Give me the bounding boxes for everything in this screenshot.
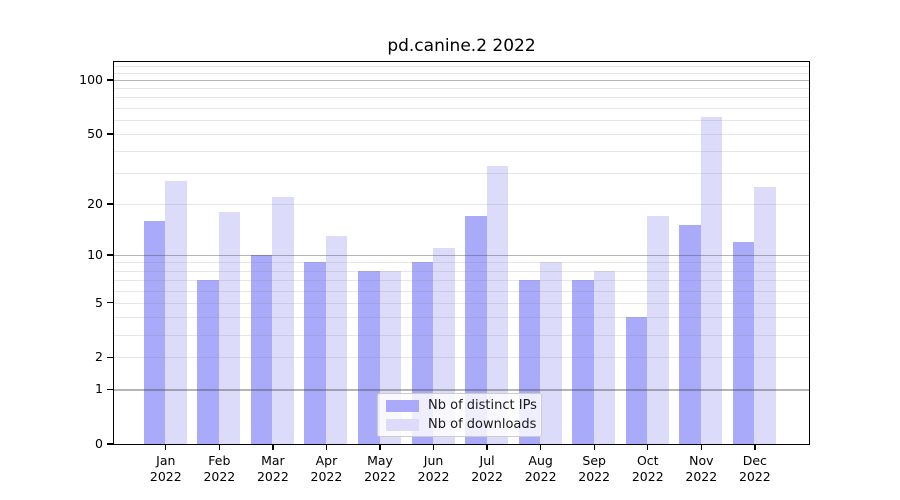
chart-title: pd.canine.2 2022 [387, 36, 536, 56]
y-tick-mark-2 [106, 356, 113, 359]
y-tick-mark-100 [106, 79, 113, 81]
y-tick-label-1: 1 [95, 381, 103, 397]
legend-row-distinct-ips: Nb of distinct IPs [386, 398, 537, 413]
bar-nov-downloads [700, 117, 723, 444]
x-tick-label-feb: Feb 2022 [203, 453, 236, 484]
bar-mar-downloads [272, 196, 294, 444]
bar-nov-distinct-ips [679, 225, 701, 444]
bar-jan-distinct-ips [143, 220, 166, 444]
bar-jul-distinct-ips [465, 216, 487, 444]
bar-dec-downloads [754, 187, 776, 444]
bar-oct-distinct-ips [625, 317, 648, 444]
x-tick-label-nov: Nov 2022 [685, 453, 718, 484]
bar-mar-distinct-ips [250, 254, 273, 444]
y-tick-label-5: 5 [95, 294, 103, 310]
x-tick-label-aug: Aug 2022 [524, 453, 557, 484]
gridline-minor-120 [113, 65, 810, 67]
y-tick-mark-20 [106, 203, 113, 205]
legend-label-distinct-ips: Nb of distinct IPs [428, 398, 537, 413]
x-tick-mark-nov [700, 444, 702, 450]
legend-swatch-distinct-ips [386, 399, 419, 412]
x-tick-mark-apr [325, 444, 328, 450]
gridline-minor-80 [113, 97, 810, 99]
bar-apr-distinct-ips [304, 262, 326, 444]
y-tick-mark-50 [106, 133, 113, 135]
bar-dec-distinct-ips [732, 241, 755, 444]
bar-jan-downloads [165, 181, 187, 444]
y-tick-label-100: 100 [79, 71, 103, 87]
legend: Nb of distinct IPs Nb of downloads [377, 393, 542, 437]
x-tick-label-jan: Jan 2022 [149, 453, 182, 484]
y-tick-label-0: 0 [95, 436, 103, 451]
y-tick-mark-1 [106, 388, 113, 391]
bar-feb-downloads [218, 211, 241, 444]
bar-apr-downloads [325, 235, 348, 444]
x-tick-mark-dec [754, 444, 756, 450]
x-tick-mark-jun [432, 444, 435, 450]
bar-sep-distinct-ips [572, 279, 594, 444]
bar-sep-downloads [593, 270, 616, 444]
x-tick-mark-mar [272, 444, 274, 450]
bar-feb-distinct-ips [197, 279, 219, 444]
x-tick-label-jun: Jun 2022 [417, 453, 450, 484]
bar-oct-downloads [647, 216, 669, 444]
x-tick-mark-sep [593, 444, 595, 450]
x-tick-mark-feb [218, 444, 221, 450]
x-tick-label-apr: Apr 2022 [310, 453, 343, 484]
x-tick-label-oct: Oct 2022 [631, 453, 664, 484]
x-tick-label-dec: Dec 2022 [738, 453, 771, 484]
y-tick-mark-10 [106, 254, 113, 256]
legend-row-downloads: Nb of downloads [386, 417, 537, 432]
y-tick-mark-0 [106, 443, 113, 445]
bar-may-distinct-ips [358, 270, 380, 444]
x-tick-mark-oct [647, 444, 649, 450]
bar-aug-downloads [540, 262, 562, 444]
gridline-minor-110 [113, 72, 810, 74]
x-tick-mark-may [379, 444, 381, 450]
y-tick-mark-5 [106, 301, 113, 304]
gridline-minor-70 [113, 107, 810, 109]
x-tick-label-jul: Jul 2022 [471, 453, 503, 484]
legend-swatch-downloads [386, 418, 419, 431]
legend-label-downloads: Nb of downloads [428, 417, 537, 432]
y-tick-label-50: 50 [87, 125, 103, 141]
x-tick-mark-aug [539, 444, 542, 450]
y-tick-label-20: 20 [87, 195, 103, 211]
x-tick-mark-jan [165, 444, 167, 450]
x-tick-label-mar: Mar 2022 [256, 453, 289, 484]
gridline-minor-90 [113, 88, 810, 90]
y-tick-label-10: 10 [87, 246, 103, 262]
bar-jul-downloads [486, 165, 509, 444]
x-tick-label-may: May 2022 [364, 453, 396, 484]
y-tick-label-2: 2 [95, 349, 103, 365]
x-tick-label-sep: Sep 2022 [578, 453, 611, 484]
x-tick-mark-jul [486, 444, 488, 450]
gridline-major-100 [113, 79, 810, 82]
